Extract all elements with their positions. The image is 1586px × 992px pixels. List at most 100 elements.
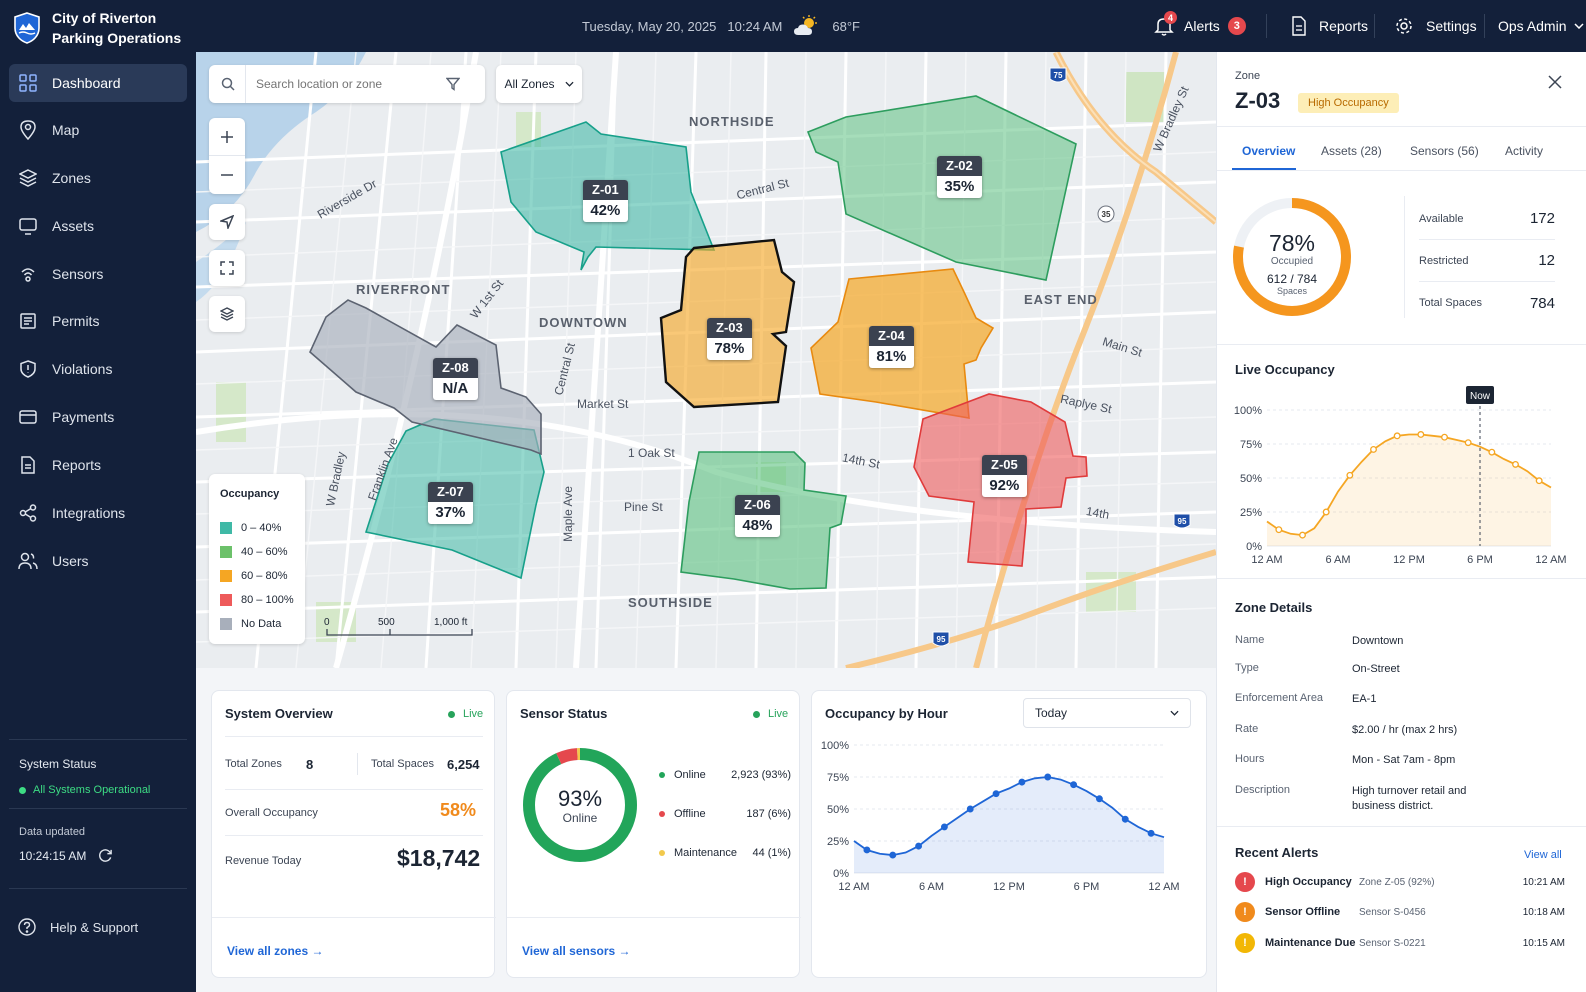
map-scale-bar: 0 500 1,000 ft (322, 614, 482, 644)
help-support-label: Help & Support (50, 919, 139, 935)
card-title: System Overview (225, 706, 333, 721)
zone-label-z02[interactable]: Z-02 35% (937, 156, 982, 198)
detail-value: EA-1 (1352, 693, 1377, 705)
alert-warning-icon: ! (1235, 872, 1255, 892)
zone-occupancy-gauge (1233, 198, 1351, 316)
zone-filter-dropdown[interactable]: All Zones (496, 65, 582, 103)
map-search-box[interactable] (209, 65, 485, 103)
data-updated: 10:24:15 AM (19, 848, 113, 863)
alert-item[interactable]: ! Sensor Offline Sensor S-0456 10:18 AM (1235, 900, 1565, 924)
divider (9, 888, 187, 889)
series-line (853, 776, 1165, 857)
data-point (1488, 448, 1496, 456)
filter-icon[interactable] (446, 77, 460, 91)
data-point (1417, 431, 1425, 438)
view-all-zones-link[interactable]: View all zones → (227, 944, 324, 958)
series-line (1266, 433, 1552, 537)
layers-button[interactable] (209, 296, 245, 332)
sidebar-item-assets[interactable]: Assets (9, 207, 187, 245)
gauge-center: 78% Occupied 612 / 784 Spaces (1231, 230, 1353, 296)
chevron-down-icon (1170, 710, 1179, 716)
alerts-button[interactable]: 4 Alerts 3 (1154, 0, 1246, 52)
total-zones-value: 8 (306, 757, 314, 772)
zoom-in-button[interactable] (209, 118, 245, 156)
fullscreen-button[interactable] (209, 250, 245, 286)
x-tick-label: 6 AM (1325, 554, 1350, 566)
system-status-title: System Status (19, 757, 97, 771)
legend-swatch (220, 522, 232, 534)
status-dot-icon (659, 810, 665, 817)
locate-button[interactable] (209, 204, 245, 240)
sidebar-item-zones[interactable]: Zones (9, 159, 187, 197)
occupancy-by-hour-chart: 0% 25% 50% 75% 100% 12 AM 6 AM 12 PM 6 PM 12 AM (821, 740, 1180, 893)
zone-label-z01[interactable]: Z-01 42% (583, 180, 628, 222)
sidebar-item-violations[interactable]: Violations (9, 350, 187, 388)
y-tick-label: 50% (827, 804, 849, 816)
sidebar-item-map[interactable]: Map (9, 111, 187, 149)
alert-item[interactable]: ! High Occupancy Zone Z-05 (92%) 10:21 A… (1235, 870, 1565, 894)
refresh-icon[interactable] (98, 848, 113, 863)
settings-button[interactable]: Settings (1394, 0, 1477, 52)
document-icon (1292, 16, 1306, 36)
sidebar-item-users[interactable]: Users (9, 542, 187, 580)
zone-label-z08[interactable]: Z-08 N/A (433, 358, 478, 400)
y-tick-label: 25% (827, 836, 849, 848)
y-tick-label: 50% (1240, 473, 1262, 485)
alert-warning-icon: ! (1235, 933, 1255, 953)
legend-item: 40 – 60% (220, 540, 294, 564)
data-point (1346, 471, 1354, 479)
detail-value: $2.00 / hr (max 2 hrs) (1352, 724, 1458, 736)
layers-icon (18, 168, 38, 188)
tab-assets[interactable]: Assets (28) (1321, 144, 1382, 158)
tab-activity[interactable]: Activity (1505, 144, 1544, 158)
overall-occupancy-value: 58% (440, 800, 477, 820)
alert-item[interactable]: ! Maintenance Due Sensor S-0221 10:15 AM (1235, 931, 1565, 955)
y-tick-label: 25% (1240, 507, 1262, 519)
occupied-pct: 78% (1268, 230, 1316, 256)
view-all-sensors-link[interactable]: View all sensors → (522, 944, 631, 958)
zoom-out-button[interactable] (209, 156, 245, 194)
sensor-donut-center: 93% Online (520, 787, 640, 826)
zone-label-z05[interactable]: Z-05 92% (982, 455, 1027, 497)
sidebar-item-label: Map (52, 122, 80, 138)
tab-overview[interactable]: Overview (1242, 144, 1296, 158)
zone-label-z06[interactable]: Z-06 48% (735, 495, 780, 537)
sidebar-item-label: Integrations (52, 505, 126, 521)
temperature: 68°F (832, 18, 860, 34)
system-status: All Systems Operational (19, 784, 150, 796)
help-support-link[interactable]: Help & Support (18, 918, 138, 936)
sidebar-item-payments[interactable]: Payments (9, 398, 187, 436)
sidebar-item-dashboard[interactable]: Dashboard (9, 64, 187, 102)
detail-label: Rate (1235, 723, 1259, 735)
gauge-fill (1233, 198, 1351, 316)
svg-text:95: 95 (937, 635, 946, 644)
user-menu[interactable]: Ops Admin (1498, 0, 1585, 52)
app-name: Parking Operations (52, 30, 182, 46)
map-canvas[interactable]: 75 35 95 95 (196, 52, 1216, 668)
monitor-icon (18, 216, 38, 236)
period-dropdown[interactable]: Today (1023, 698, 1191, 728)
sidebar-item-sensors[interactable]: Sensors (9, 255, 187, 293)
users-icon (18, 551, 38, 571)
sidebar-item-reports[interactable]: Reports (9, 446, 187, 484)
chevron-down-icon (1574, 23, 1585, 29)
status-dot-icon (19, 786, 26, 794)
close-icon[interactable] (1548, 75, 1562, 89)
x-tick-label: 12 AM (838, 881, 869, 893)
zone-label-z03[interactable]: Z-03 78% (707, 318, 752, 360)
brand[interactable]: City of Riverton Parking Operations (14, 8, 181, 48)
detail-value: Mon - Sat 7am - 8pm (1352, 754, 1456, 766)
search-icon (221, 77, 235, 91)
street-label: Maple Ave (560, 486, 575, 542)
reports-button[interactable]: Reports (1290, 0, 1368, 52)
map-view[interactable]: 75 35 95 95 NORTHSIDE RIVERFRONT DOWNTOW… (196, 52, 1216, 668)
occupancy-by-hour-card: Occupancy by Hour Today 0% 25% 50% 75% 100% 1… (811, 690, 1207, 978)
view-all-alerts-link[interactable]: View all (1524, 849, 1562, 861)
sidebar-item-permits[interactable]: Permits (9, 302, 187, 340)
tab-sensors[interactable]: Sensors (56) (1410, 144, 1479, 158)
data-point (1070, 781, 1078, 789)
sidebar-item-integrations[interactable]: Integrations (9, 494, 187, 532)
search-input[interactable] (256, 77, 446, 91)
zone-label-z04[interactable]: Z-04 81% (869, 326, 914, 368)
zone-label-z07[interactable]: Z-07 37% (428, 482, 473, 524)
